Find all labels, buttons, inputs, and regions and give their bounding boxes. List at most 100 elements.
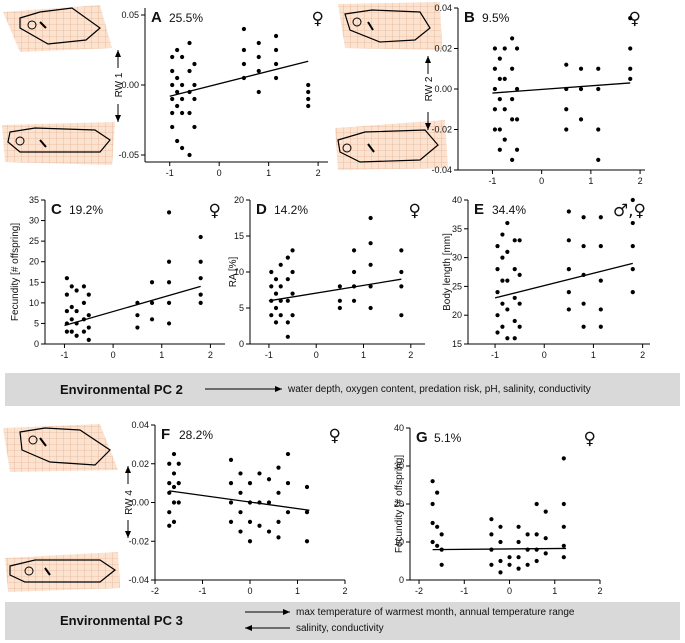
- panel-percent: 28.2%: [179, 428, 213, 442]
- data-point: [171, 519, 177, 524]
- data-point: [489, 532, 494, 537]
- data-point: [517, 301, 522, 306]
- data-point: [596, 66, 601, 71]
- sex-symbol: ♀: [584, 429, 596, 449]
- x-tick-label: 2: [208, 350, 213, 360]
- data-point: [543, 536, 548, 541]
- data-point: [171, 471, 177, 476]
- data-point: [578, 117, 584, 122]
- data-point: [167, 481, 172, 486]
- y-tick-label: 10: [29, 298, 39, 308]
- sex-symbol: ♀: [209, 201, 221, 221]
- y-tick-label: 10: [234, 267, 244, 277]
- data-point: [238, 490, 243, 495]
- y-tick-label: 30: [452, 253, 462, 263]
- data-point: [500, 301, 505, 306]
- y-tick-label: 0.00: [121, 80, 139, 90]
- y-tick-label: 15: [29, 277, 39, 287]
- data-point: [179, 96, 185, 102]
- data-point: [596, 127, 601, 132]
- deformation-grid: [335, 120, 448, 170]
- data-point: [149, 280, 155, 285]
- data-point: [273, 75, 279, 81]
- panel-letter: B: [464, 9, 475, 26]
- deformation-grid: [5, 552, 120, 592]
- data-point: [238, 529, 243, 534]
- data-point: [285, 277, 290, 282]
- data-point: [175, 89, 180, 95]
- data-point: [512, 336, 517, 341]
- band-text: salinity, conductivity: [296, 623, 384, 634]
- data-point: [430, 539, 435, 545]
- data-point: [290, 248, 295, 253]
- y-tick-label: 20: [452, 310, 462, 320]
- x-tick-label: 0: [111, 350, 116, 360]
- data-point: [435, 490, 440, 495]
- sex-symbol: ♀: [312, 9, 324, 29]
- data-point: [561, 543, 566, 548]
- y-tick-label: 15: [452, 339, 462, 349]
- x-tick-label: 0: [507, 586, 512, 596]
- data-point: [269, 269, 274, 275]
- data-point: [170, 82, 175, 88]
- data-point: [368, 305, 373, 311]
- data-point: [500, 232, 505, 237]
- data-point: [290, 313, 295, 318]
- data-point: [430, 520, 435, 526]
- y-tick-label: 25: [452, 281, 462, 291]
- data-point: [337, 305, 342, 311]
- data-point: [306, 96, 311, 102]
- data-point: [179, 145, 185, 151]
- data-point: [187, 152, 192, 158]
- data-point: [74, 308, 79, 314]
- data-point: [581, 301, 586, 306]
- data-point: [285, 510, 291, 515]
- data-point: [368, 284, 373, 289]
- y-tick-label: 0.02: [434, 44, 452, 54]
- data-point: [167, 461, 172, 466]
- data-point: [238, 471, 243, 476]
- data-point: [351, 298, 357, 303]
- data-point: [81, 329, 87, 334]
- data-point: [630, 290, 635, 295]
- data-point: [306, 89, 311, 95]
- x-tick-label: 2: [408, 350, 413, 360]
- data-point: [198, 234, 203, 240]
- y-axis-label: RW 4: [124, 490, 135, 515]
- y-tick-label: -0.04: [431, 165, 452, 175]
- data-point: [285, 255, 290, 260]
- fit-line: [268, 278, 402, 302]
- data-point: [81, 300, 87, 305]
- data-point: [517, 324, 522, 329]
- data-point: [149, 300, 155, 305]
- data-point: [337, 298, 342, 303]
- band: [5, 373, 680, 406]
- data-point: [495, 313, 500, 318]
- data-point: [514, 86, 520, 92]
- y-tick-label: 30: [394, 461, 404, 471]
- data-point: [187, 40, 192, 46]
- x-tick-label: -1: [265, 350, 273, 360]
- band: [5, 602, 680, 640]
- data-point: [598, 278, 603, 283]
- data-point: [516, 555, 521, 560]
- data-point: [170, 54, 175, 60]
- data-point: [86, 325, 91, 330]
- data-point: [69, 284, 74, 289]
- x-tick-label: 0: [542, 350, 547, 360]
- data-point: [505, 307, 510, 312]
- data-point: [228, 481, 234, 486]
- y-tick-label: 5: [34, 318, 39, 328]
- x-tick-label: 2: [597, 586, 602, 596]
- data-point: [266, 529, 272, 534]
- y-tick-label: -0.05: [118, 150, 139, 160]
- data-point: [492, 127, 498, 132]
- y-axis-label: Fecundity [# offspring]: [394, 455, 405, 553]
- data-point: [187, 68, 192, 74]
- x-tick-label: -1: [198, 586, 206, 596]
- data-point: [135, 325, 140, 330]
- data-point: [192, 61, 197, 67]
- data-point: [489, 562, 494, 567]
- data-point: [304, 539, 310, 544]
- deformation-grid: [3, 424, 118, 472]
